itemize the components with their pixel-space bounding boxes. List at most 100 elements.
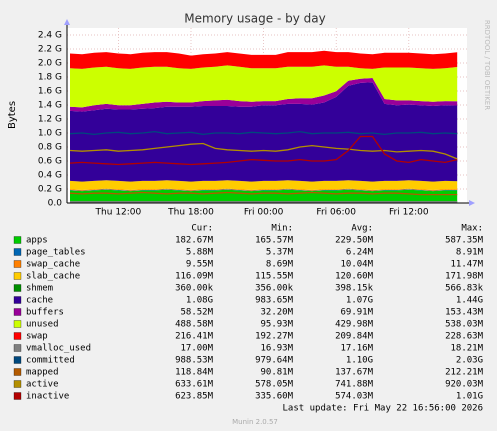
legend-stat: 741.88M [335,380,374,390]
legend-stat: 116.09M [175,272,214,282]
legend-stat: 566.83k [445,284,484,294]
line [69,130,458,136]
legend: Cur: Min: Avg: Max: apps 182.67M 165.57M 229.50… [13,224,484,402]
legend-stat: 229.50M [335,236,374,246]
area [70,50,458,69]
axis-arrow [469,200,475,206]
legend-stat: 209.84M [335,332,374,342]
legend-label: unused [26,320,59,330]
legend-label: mapped [26,368,59,378]
legend-header: Cur: [191,224,213,234]
axis-arrow [64,19,70,25]
y-tick-label: 1.8 G [38,73,62,83]
legend-swatch [13,308,22,316]
legend-swatch [13,368,22,376]
legend-header: Max: [461,224,483,234]
legend-swatch [13,332,22,340]
area [70,82,458,182]
x-tick-label: Fri 00:00 [244,208,284,218]
legend-stat: 95.93M [260,320,293,330]
legend-stat: 212.21M [445,368,484,378]
y-tick-label: 1.4 G [38,101,62,111]
legend-stat: 118.84M [175,368,214,378]
legend-stat: 5.88M [186,248,214,258]
legend-stat: 16.93M [260,344,293,354]
legend-label: inactive [26,392,69,402]
y-tick-label: 1.0 G [38,129,62,139]
legend-stat: 58.52M [180,308,213,318]
legend-stat: 10.04M [340,260,373,270]
legend-stat: 18.21M [450,344,483,354]
legend-label: apps [26,236,48,246]
legend-stat: 192.27M [255,332,294,342]
legend-stat: 171.98M [445,272,484,282]
legend-label: slab_cache [26,272,80,282]
legend-stat: 335.60M [255,392,294,402]
line [69,135,458,166]
line [69,191,458,196]
legend-stat: 2.03G [456,356,483,366]
area [70,189,458,203]
legend-stat: 488.58M [175,320,214,330]
legend-stat: 1.07G [346,296,373,306]
legend-stat: 429.98M [335,320,374,330]
y-tick-label: 0.2 G [38,185,62,195]
y-tick-label: 2.0 G [38,59,62,69]
legend-stat: 9.55M [186,260,214,270]
legend-swatch [13,380,22,388]
legend-swatch [13,344,22,352]
area [70,65,458,108]
legend-stat: 120.60M [335,272,374,282]
y-tick-label: 0.6 G [38,157,62,167]
watermark: RRDTOOL / TOBI OETIKER [483,20,491,110]
y-tick-label: 0.0 [48,199,63,209]
legend-stat: 216.41M [175,332,214,342]
legend-stat: 8.91M [456,248,484,258]
legend-stat: 988.53M [175,356,214,366]
legend-swatch [13,320,22,328]
legend-stat: 153.43M [445,308,484,318]
x-tick-label: Fri 06:00 [316,208,356,218]
legend-stat: 17.16M [340,344,373,354]
legend-stat: 356.00k [255,284,294,294]
legend-swatch [13,284,22,292]
legend-stat: 578.05M [255,380,294,390]
legend-label: vmalloc_used [26,344,91,354]
lines [69,130,458,203]
legend-swatch [13,260,22,268]
legend-stat: 69.91M [340,308,373,318]
legend-stat: 182.67M [175,236,214,246]
legend-stat: 360.00k [175,284,214,294]
legend-stat: 1.10G [346,356,373,366]
legend-header: Min: [271,224,293,234]
legend-stat: 11.47M [450,260,483,270]
legend-swatch [13,248,22,256]
legend-stat: 920.03M [445,380,484,390]
areas [70,50,458,203]
legend-stat: 1.08G [186,296,213,306]
legend-swatch [13,236,22,244]
legend-swatch [13,272,22,280]
legend-stat: 398.15k [335,284,374,294]
y-tick-label: 0.4 G [38,171,62,181]
legend-swatch [13,296,22,304]
chart-title: Memory usage - by day [184,12,325,26]
legend-stat: 17.00M [180,344,213,354]
legend-stat: 587.35M [445,236,484,246]
line [69,142,458,160]
legend-label: active [26,380,59,390]
legend-label: cache [26,296,53,306]
legend-label: page_tables [26,248,86,258]
legend-stat: 32.20M [260,308,293,318]
legend-stat: 574.03M [335,392,374,402]
footer: Munin 2.0.57 [232,418,278,426]
legend-stat: 5.37M [266,248,294,258]
legend-label: swap_cache [26,260,80,270]
legend-stat: 633.61M [175,380,214,390]
y-tick-label: 1.2 G [38,115,62,125]
legend-label: swap [26,332,48,342]
legend-stat: 538.03M [445,320,484,330]
area [70,188,458,191]
y-tick-label: 1.6 G [38,87,62,97]
